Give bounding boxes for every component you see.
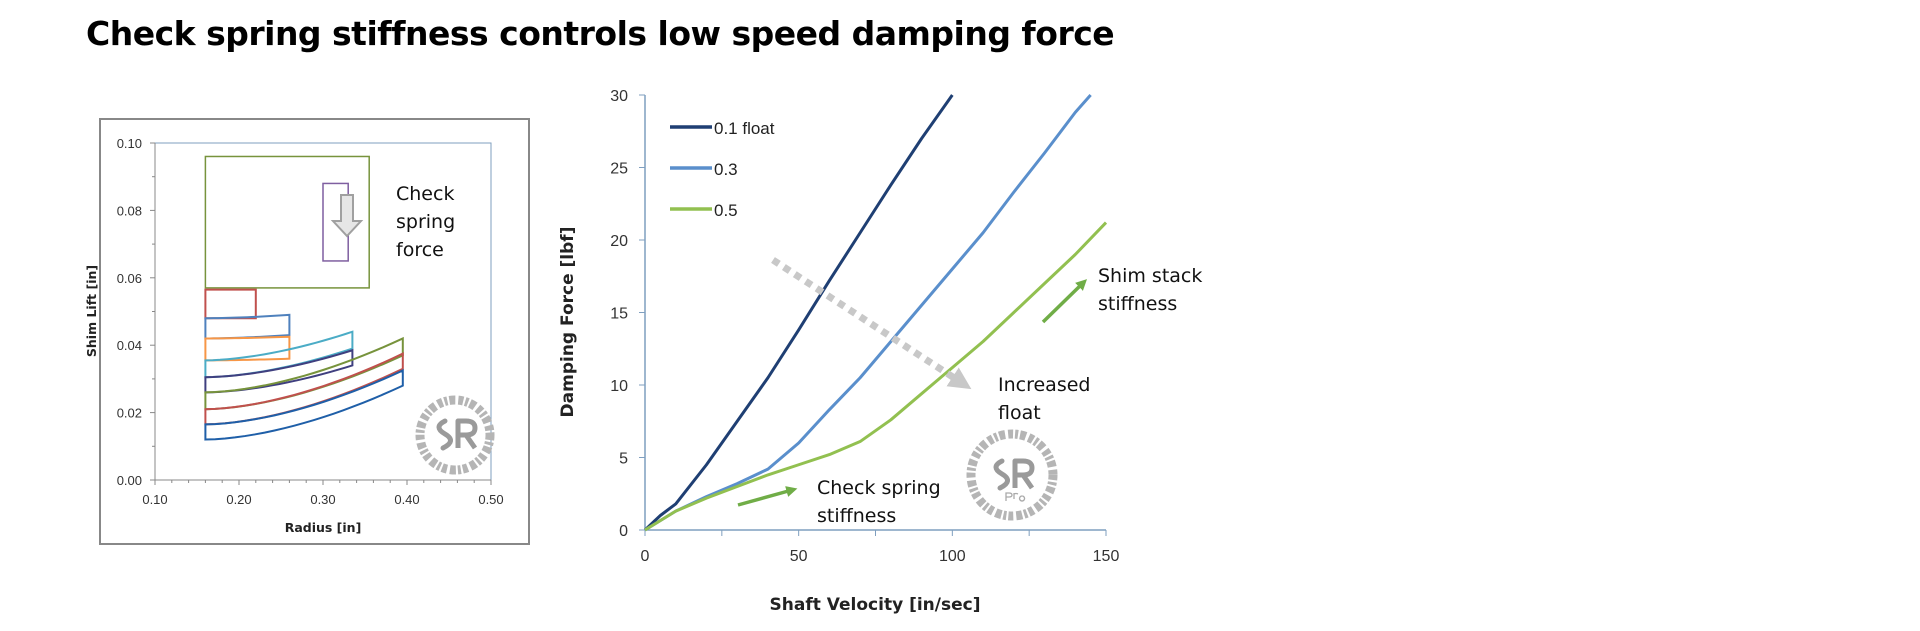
right-y-tick-label: 20 bbox=[610, 233, 628, 250]
annotation-text: stiffness bbox=[1098, 293, 1177, 315]
right-x-tick-label: 0 bbox=[641, 548, 650, 565]
left-y-tick-label: 0.10 bbox=[117, 136, 142, 151]
annotation-text: float bbox=[998, 402, 1041, 424]
left-y-tick-label: 0.04 bbox=[117, 338, 142, 353]
right-x-tick-label: 150 bbox=[1093, 548, 1120, 565]
right-y-tick-label: 25 bbox=[610, 161, 628, 178]
left-chart-frame bbox=[99, 118, 530, 545]
legend-label: 0.5 bbox=[714, 201, 738, 220]
page-title: Check spring stiffness controls low spee… bbox=[86, 14, 1115, 53]
watermark-logo-r bbox=[455, 418, 478, 450]
watermark-ring bbox=[966, 429, 1058, 521]
shim-stack-stiffness-arrow bbox=[1041, 279, 1088, 324]
left-y-tick-label: 0.08 bbox=[117, 203, 142, 218]
annotation-text: Shim stack bbox=[1098, 265, 1202, 287]
increased-float-arrow bbox=[771, 257, 972, 390]
right-y-tick-label: 0 bbox=[619, 523, 628, 540]
left-x-tick-label: 0.10 bbox=[142, 492, 167, 507]
left-x-tick-label: 0.20 bbox=[226, 492, 251, 507]
right-watermark bbox=[966, 429, 1058, 521]
right-y-tick-label: 30 bbox=[610, 88, 628, 105]
shim-outline bbox=[204, 368, 404, 441]
right-x-axis-label: Shaft Velocity [in/sec] bbox=[770, 595, 981, 615]
right-y-tick-label: 15 bbox=[610, 306, 628, 323]
check-spring-force-text: Check bbox=[396, 183, 454, 205]
check-spring-force-text: spring bbox=[396, 211, 455, 233]
series-line-0-3 bbox=[644, 94, 1092, 532]
check-spring-stiffness-arrow bbox=[737, 486, 798, 507]
shim-outline bbox=[204, 335, 291, 362]
left-plot-border bbox=[155, 142, 492, 480]
legend-label: 0.1 float bbox=[714, 119, 775, 138]
annotation-text: stiffness bbox=[817, 505, 896, 527]
left-y-tick-label: 0.00 bbox=[117, 473, 142, 488]
check-spring-force-text: force bbox=[396, 239, 444, 261]
left-x-tick-label: 0.40 bbox=[394, 492, 419, 507]
right-y-axis-label: Damping Force [lbf] bbox=[558, 227, 578, 418]
legend-label: 0.3 bbox=[714, 160, 738, 179]
right-y-tick-label: 5 bbox=[619, 451, 628, 468]
watermark-logo-r bbox=[1012, 458, 1035, 490]
right-y-tick-label: 10 bbox=[610, 378, 628, 395]
series-line-0-5 bbox=[644, 221, 1108, 532]
annotation-text: Check spring bbox=[817, 477, 941, 499]
watermark-sub bbox=[1005, 492, 1026, 502]
left-y-tick-label: 0.06 bbox=[117, 271, 142, 286]
left-x-axis-label: Radius [in] bbox=[285, 520, 362, 535]
right-x-tick-label: 50 bbox=[790, 548, 808, 565]
watermark-logo-s bbox=[993, 458, 1010, 491]
check-spring-box bbox=[204, 155, 370, 289]
watermark-ring bbox=[415, 395, 495, 475]
left-y-axis-label: Shim Lift [in] bbox=[84, 265, 99, 357]
series-line-0-1-float bbox=[643, 94, 954, 532]
right-x-tick-label: 100 bbox=[939, 548, 966, 565]
down-arrow-icon bbox=[330, 194, 364, 238]
left-x-tick-label: 0.30 bbox=[310, 492, 335, 507]
annotation-text: Increased bbox=[998, 374, 1090, 396]
left-watermark bbox=[415, 395, 495, 475]
left-y-tick-label: 0.02 bbox=[117, 406, 142, 421]
left-x-tick-label: 0.50 bbox=[478, 492, 503, 507]
watermark-logo-s bbox=[436, 418, 453, 451]
